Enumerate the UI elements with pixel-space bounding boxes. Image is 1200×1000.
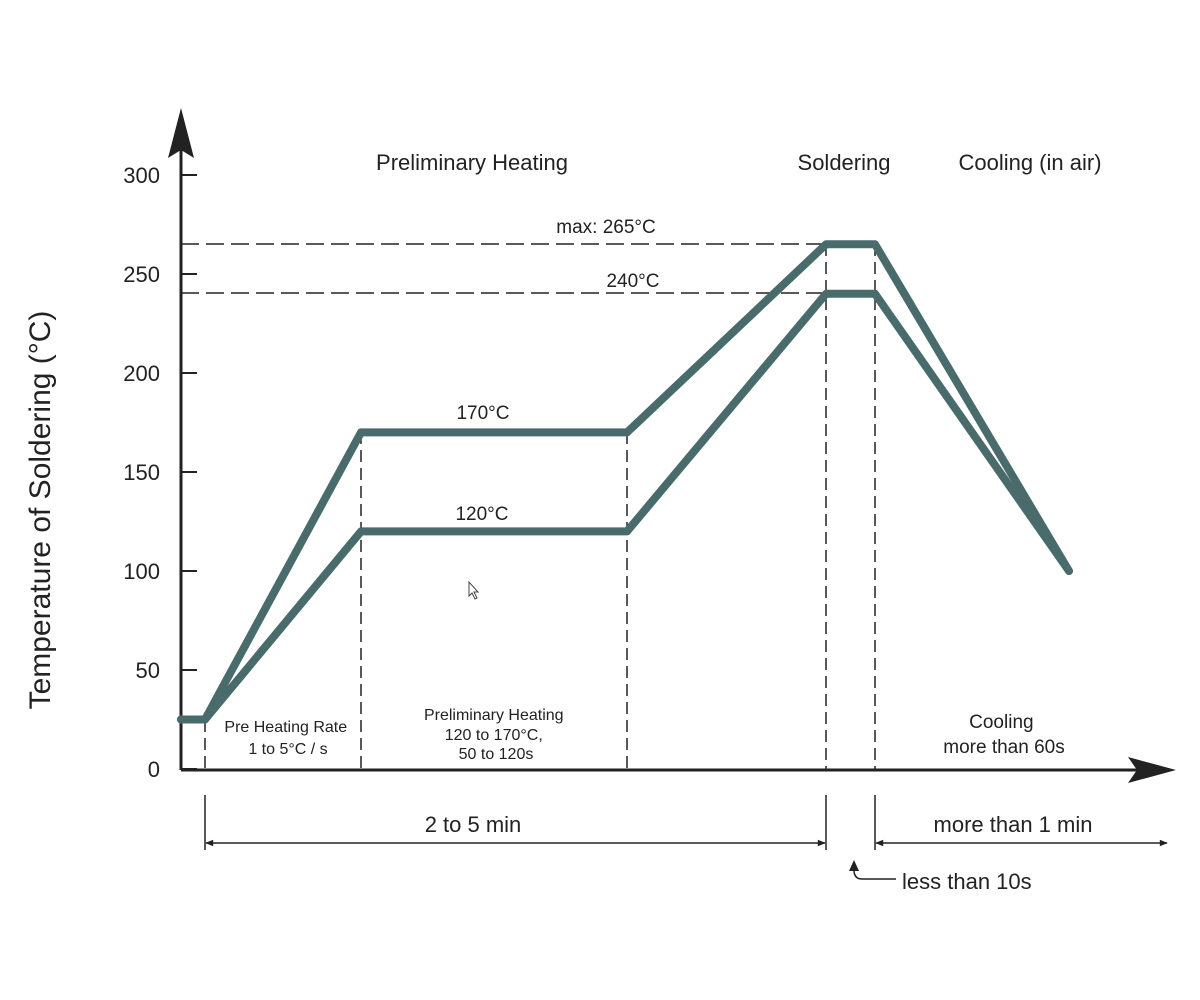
pre-heating-rate-line: 1 to 5°C / s xyxy=(248,741,327,758)
y-tick-label: 150 xyxy=(123,460,160,485)
y-tick-label: 300 xyxy=(123,163,160,188)
upper-hold-temp-label: 170°C xyxy=(456,403,509,424)
soldering-time-label: less than 10s xyxy=(902,869,1032,894)
preliminary-heating-details-line: 120 to 170°C, xyxy=(445,727,543,744)
cooling-details-line: more than 60s xyxy=(943,737,1064,758)
phase-header-preliminary-heating: Preliminary Heating xyxy=(376,150,568,175)
pre-heating-rate-label: Pre Heating Rate 1 to 5°C / s xyxy=(224,719,351,758)
preliminary-heating-details-line: 50 to 120s xyxy=(459,746,534,763)
total-heating-time-label: 2 to 5 min xyxy=(425,812,522,837)
y-tick-label: 50 xyxy=(136,658,160,683)
max-temp-label: max: 265°C xyxy=(556,217,655,238)
upper-temperature-profile-line xyxy=(177,240,1073,724)
y-tick-label: 0 xyxy=(148,757,160,782)
cooling-details-line: Cooling xyxy=(969,712,1033,733)
preliminary-heating-details-line: Preliminary Heating xyxy=(424,707,564,724)
x-axis-arrowhead xyxy=(1128,757,1176,783)
y-tick-label: 100 xyxy=(123,559,160,584)
y-ticks xyxy=(181,174,197,770)
y-tick-label: 200 xyxy=(123,361,160,386)
soldering-time-leader-arrowhead xyxy=(849,860,859,871)
preliminary-heating-details-label: Preliminary Heating 120 to 170°C, 50 to … xyxy=(424,707,568,763)
y-tick-label: 250 xyxy=(123,262,160,287)
pre-heating-rate-line: Pre Heating Rate xyxy=(224,719,347,736)
phase-header-cooling: Cooling (in air) xyxy=(958,150,1101,175)
soldering-time-leader xyxy=(853,863,896,880)
cooling-details-label: Cooling more than 60s xyxy=(943,712,1064,758)
series-layer xyxy=(177,240,1073,724)
phase-header-soldering: Soldering xyxy=(798,150,891,175)
y-axis-arrowhead xyxy=(168,108,194,158)
y-axis-title: Temperature of Soldering (°C) xyxy=(24,311,57,710)
lower-hold-temp-label: 120°C xyxy=(455,504,508,525)
cooling-time-label: more than 1 min xyxy=(934,812,1093,837)
lower-temperature-profile-line xyxy=(177,289,1073,724)
peak-temp-label: 240°C xyxy=(606,271,659,292)
mouse-cursor-icon xyxy=(468,580,480,600)
